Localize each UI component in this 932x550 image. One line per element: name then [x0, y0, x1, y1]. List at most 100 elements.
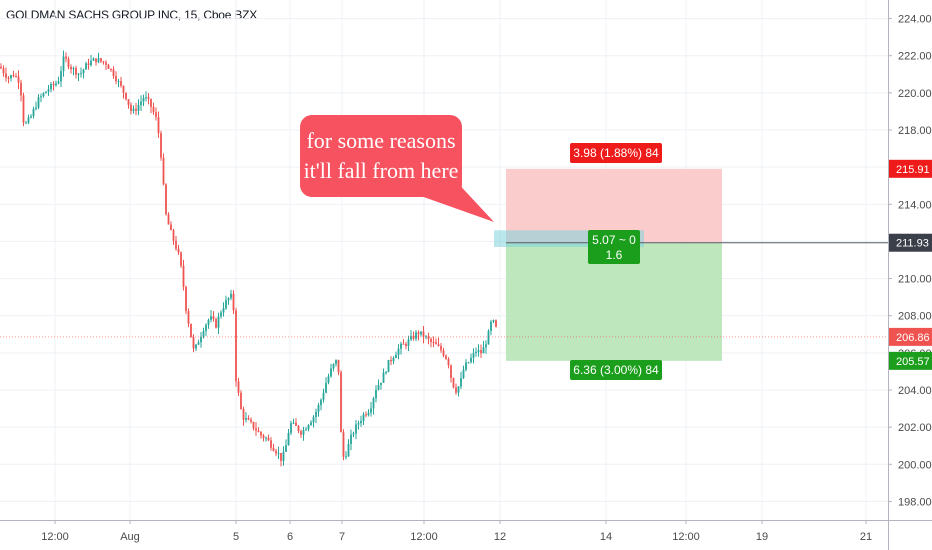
- candle-body: [180, 252, 182, 266]
- candle-body: [112, 69, 115, 77]
- candle-body: [307, 425, 310, 430]
- candle-body: [240, 392, 242, 410]
- candle-body: [457, 386, 460, 393]
- candle-body: [157, 117, 160, 134]
- candle-body: [162, 157, 165, 185]
- candle-body: [47, 89, 50, 92]
- candle-body: [452, 378, 455, 388]
- candle-body: [45, 91, 47, 94]
- candle-body: [297, 425, 300, 432]
- candle-body: [495, 320, 497, 327]
- candle-body: [92, 58, 95, 61]
- candle-body: [382, 372, 385, 383]
- candle-body: [267, 437, 270, 441]
- x-tick-label: 5: [233, 531, 239, 543]
- candle-body: [125, 92, 127, 100]
- candle-body: [260, 431, 262, 436]
- candle-body: [482, 347, 485, 354]
- candle-body: [50, 83, 52, 90]
- candle-body: [447, 358, 450, 366]
- stop-label: 3.98 (1.88%) 84: [570, 143, 662, 163]
- candle-body: [340, 372, 342, 433]
- candle-body: [292, 422, 295, 424]
- candle-body: [177, 248, 180, 253]
- candle-body: [70, 66, 72, 70]
- candle-body: [300, 431, 302, 435]
- callout-annotation[interactable]: for some reasons it'll fall from here: [300, 115, 494, 222]
- candle-body: [35, 107, 37, 109]
- candle-body: [55, 83, 57, 86]
- candle-body: [387, 359, 390, 373]
- candle-body: [22, 95, 25, 123]
- callout-box: [300, 115, 462, 197]
- candle-body: [207, 319, 210, 325]
- candle-body: [105, 62, 107, 65]
- price-tag-stop: [889, 159, 932, 178]
- candle-body: [85, 63, 87, 70]
- candle-body: [460, 378, 462, 387]
- candle-body: [315, 411, 317, 418]
- time-axis-background: [0, 520, 932, 550]
- candle-body: [262, 435, 265, 438]
- candle-body: [137, 105, 140, 111]
- callout-text-line1: for some reasons: [306, 128, 455, 153]
- risk-reward-box: [588, 230, 640, 264]
- x-tick-label: Aug: [120, 531, 140, 543]
- candle-body: [445, 355, 447, 359]
- candle-body: [90, 60, 92, 66]
- candle-body: [132, 108, 135, 111]
- candle-body: [375, 389, 377, 399]
- y-tick-label: 208.00: [898, 311, 932, 323]
- candle-body: [472, 352, 475, 358]
- candle-body: [380, 382, 382, 385]
- candle-body: [352, 433, 355, 435]
- candle-body: [312, 417, 315, 423]
- candle-body: [477, 350, 480, 352]
- candle-body: [462, 369, 465, 379]
- candle-body: [0, 66, 2, 69]
- candle-body: [172, 230, 175, 241]
- candle-body: [362, 414, 365, 421]
- candle-body: [250, 419, 252, 422]
- candle-body: [407, 339, 410, 346]
- candle-body: [77, 73, 80, 75]
- candle-body: [225, 300, 227, 309]
- candle-body: [17, 76, 20, 83]
- position-zones[interactable]: [494, 168, 888, 361]
- candle-body: [367, 412, 370, 415]
- x-tick-label: 12:00: [41, 531, 69, 543]
- candle-body: [27, 117, 30, 123]
- candle-body: [435, 342, 437, 345]
- candle-body: [282, 451, 285, 461]
- candle-body: [392, 357, 395, 362]
- candle-body: [145, 97, 147, 99]
- candle-body: [290, 423, 292, 434]
- price-tag-label-stop: 215.91: [896, 164, 930, 176]
- candle-body: [12, 75, 15, 77]
- x-tick-label: 12:00: [672, 531, 700, 543]
- candle-body: [430, 338, 432, 342]
- candle-body: [335, 359, 337, 364]
- candle-body: [107, 64, 110, 69]
- candle-body: [62, 56, 65, 72]
- candle-body: [52, 83, 55, 86]
- candle-body: [102, 61, 105, 63]
- candle-body: [195, 344, 197, 349]
- candle-body: [155, 112, 157, 118]
- candle-body: [280, 452, 282, 461]
- candle-body: [140, 101, 142, 106]
- candle-body: [370, 408, 372, 413]
- candle-body: [470, 357, 472, 363]
- candle-body: [32, 108, 35, 117]
- candle-body: [87, 63, 90, 66]
- candle-body: [417, 332, 420, 335]
- candle-body: [272, 447, 275, 451]
- candle-body: [10, 75, 12, 79]
- candle-body: [490, 321, 492, 331]
- candle-body: [317, 405, 320, 412]
- candle-body: [117, 81, 120, 83]
- candle-body: [200, 336, 202, 343]
- stop-label-box: [570, 143, 662, 163]
